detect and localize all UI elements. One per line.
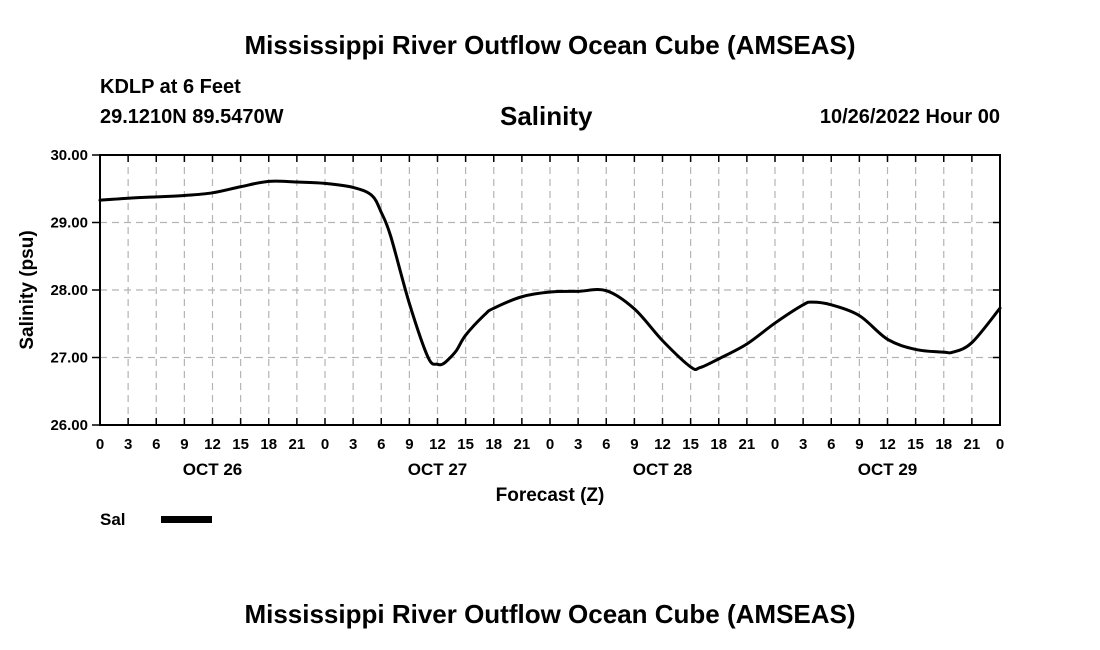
y-tick-label: 30.00: [50, 147, 88, 164]
x-tick-label: 15: [457, 436, 474, 453]
x-tick-label: 18: [935, 436, 952, 453]
chart-title: Salinity: [500, 101, 593, 131]
x-tick-label: 3: [349, 436, 357, 453]
salinity-series-line: [98, 179, 1002, 371]
x-tick-label: 9: [405, 436, 413, 453]
x-tick-label: 15: [232, 436, 249, 453]
x-tick-label: 12: [429, 436, 446, 453]
x-tick-label: 21: [514, 436, 531, 453]
y-axis-label: Salinity (psu): [17, 230, 38, 349]
station-label: KDLP at 6 Feet: [100, 76, 241, 98]
x-tick-label: 3: [574, 436, 582, 453]
x-tick-label: 0: [771, 436, 779, 453]
x-tick-label: 15: [907, 436, 924, 453]
x-tick-label: 12: [654, 436, 671, 453]
x-tick-label: 0: [996, 436, 1004, 453]
station-coordinates: 29.1210N 89.5470W: [100, 106, 284, 128]
y-tick-label: 29.00: [50, 215, 88, 232]
x-day-label: OCT 29: [858, 460, 918, 479]
x-tick-label: 21: [289, 436, 306, 453]
x-day-label: OCT 26: [183, 460, 243, 479]
x-tick-label: 0: [321, 436, 329, 453]
x-tick-label: 9: [855, 436, 863, 453]
x-tick-label: 3: [799, 436, 807, 453]
x-tick-label: 21: [964, 436, 981, 453]
forecast-datetime: 10/26/2022 Hour 00: [819, 106, 1000, 128]
x-day-label: OCT 27: [408, 460, 468, 479]
x-tick-label: 12: [204, 436, 221, 453]
legend-label: Sal: [100, 510, 126, 529]
y-tick-label: 27.00: [50, 350, 88, 367]
x-tick-label: 0: [96, 436, 104, 453]
x-tick-label: 18: [485, 436, 502, 453]
y-tick-label: 26.00: [50, 417, 88, 434]
legend-line-swatch: [161, 516, 212, 523]
x-axis-label: Forecast (Z): [496, 485, 605, 506]
x-tick-label: 6: [602, 436, 610, 453]
x-tick-label: 9: [630, 436, 638, 453]
x-tick-label: 18: [260, 436, 277, 453]
x-tick-label: 12: [879, 436, 896, 453]
x-tick-label: 6: [152, 436, 160, 453]
x-tick-label: 15: [682, 436, 699, 453]
x-tick-label: 3: [124, 436, 132, 453]
x-tick-label: 18: [710, 436, 727, 453]
x-day-label: OCT 28: [633, 460, 693, 479]
x-tick-label: 0: [546, 436, 554, 453]
main-title: Mississippi River Outflow Ocean Cube (AM…: [244, 30, 856, 60]
y-tick-label: 28.00: [50, 282, 88, 299]
x-tick-label: 6: [827, 436, 835, 453]
x-tick-label: 21: [739, 436, 756, 453]
x-tick-label: 9: [180, 436, 188, 453]
bottom-title: Mississippi River Outflow Ocean Cube (AM…: [244, 599, 856, 629]
x-tick-label: 6: [377, 436, 385, 453]
